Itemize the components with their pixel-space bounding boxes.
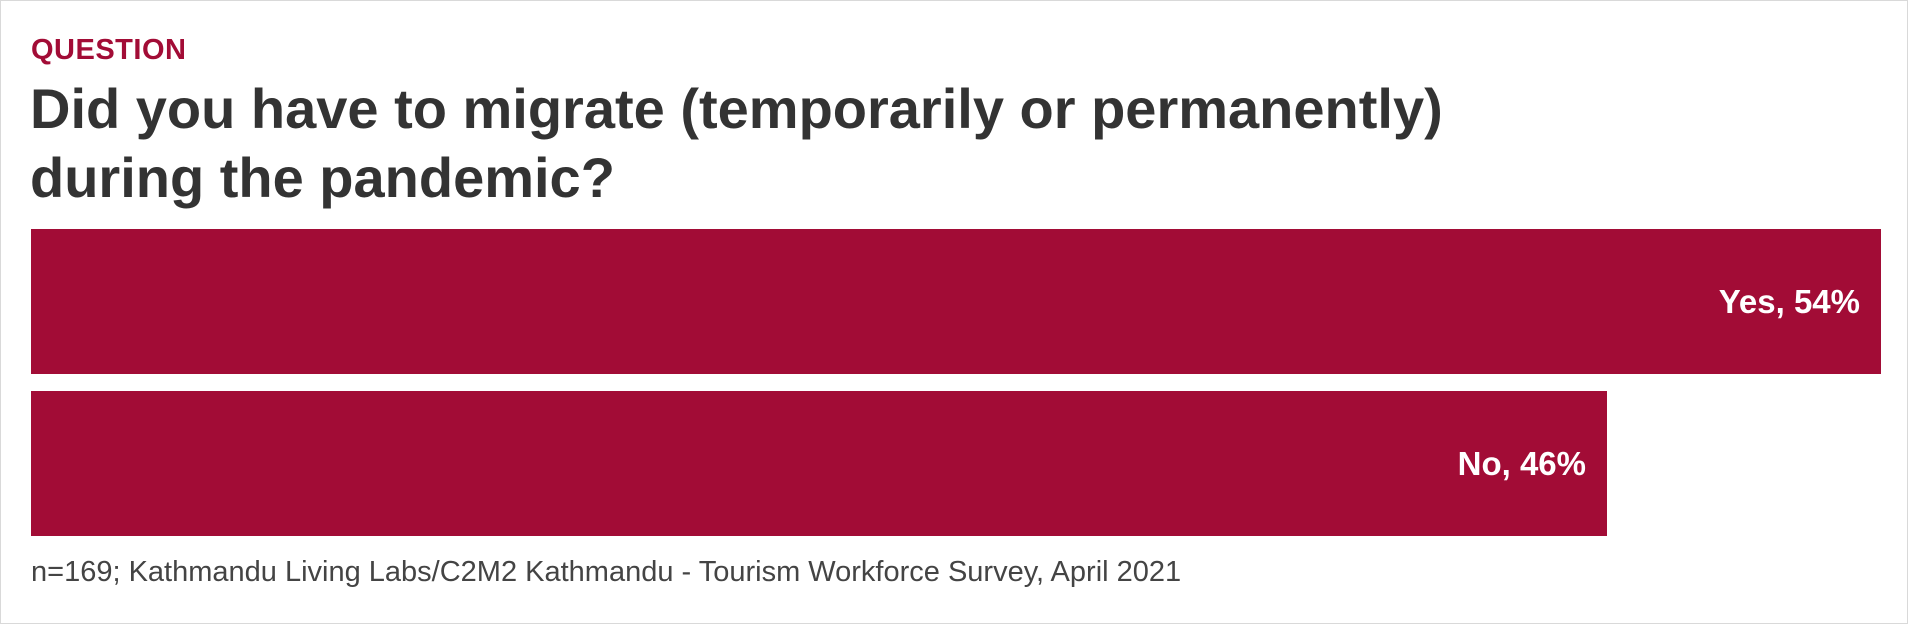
chart-title: Did you have to migrate (temporarily or … [30, 77, 1443, 209]
bar-yes: Yes, 54% [31, 229, 1881, 374]
bar-no-label: No, 46% [1457, 444, 1586, 482]
bar-chart: Yes, 54% No, 46% [31, 229, 1881, 537]
bar-yes-label: Yes, 54% [1718, 282, 1860, 320]
source-footnote: n=169; Kathmandu Living Labs/C2M2 Kathma… [31, 556, 1182, 588]
question-eyebrow: QUESTION [31, 34, 187, 66]
bar-no: No, 46% [31, 391, 1607, 536]
